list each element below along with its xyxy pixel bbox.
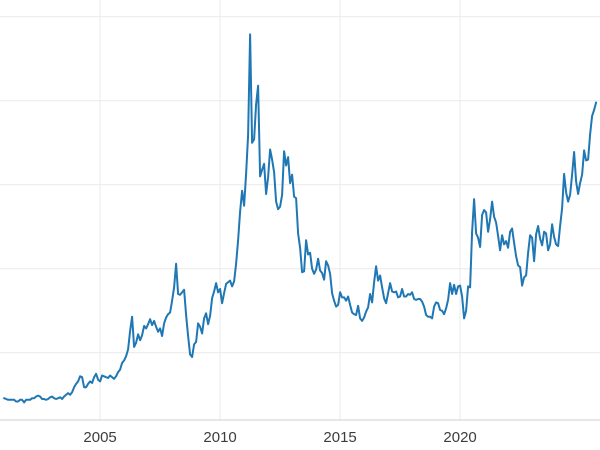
x-axis-tick-label: 2005 — [83, 429, 116, 446]
x-axis-tick-label: 2020 — [443, 429, 476, 446]
price-line-series — [3, 33, 598, 404]
x-axis-tick-label: 2010 — [203, 429, 236, 446]
x-axis-tick-label: 2015 — [323, 429, 356, 446]
